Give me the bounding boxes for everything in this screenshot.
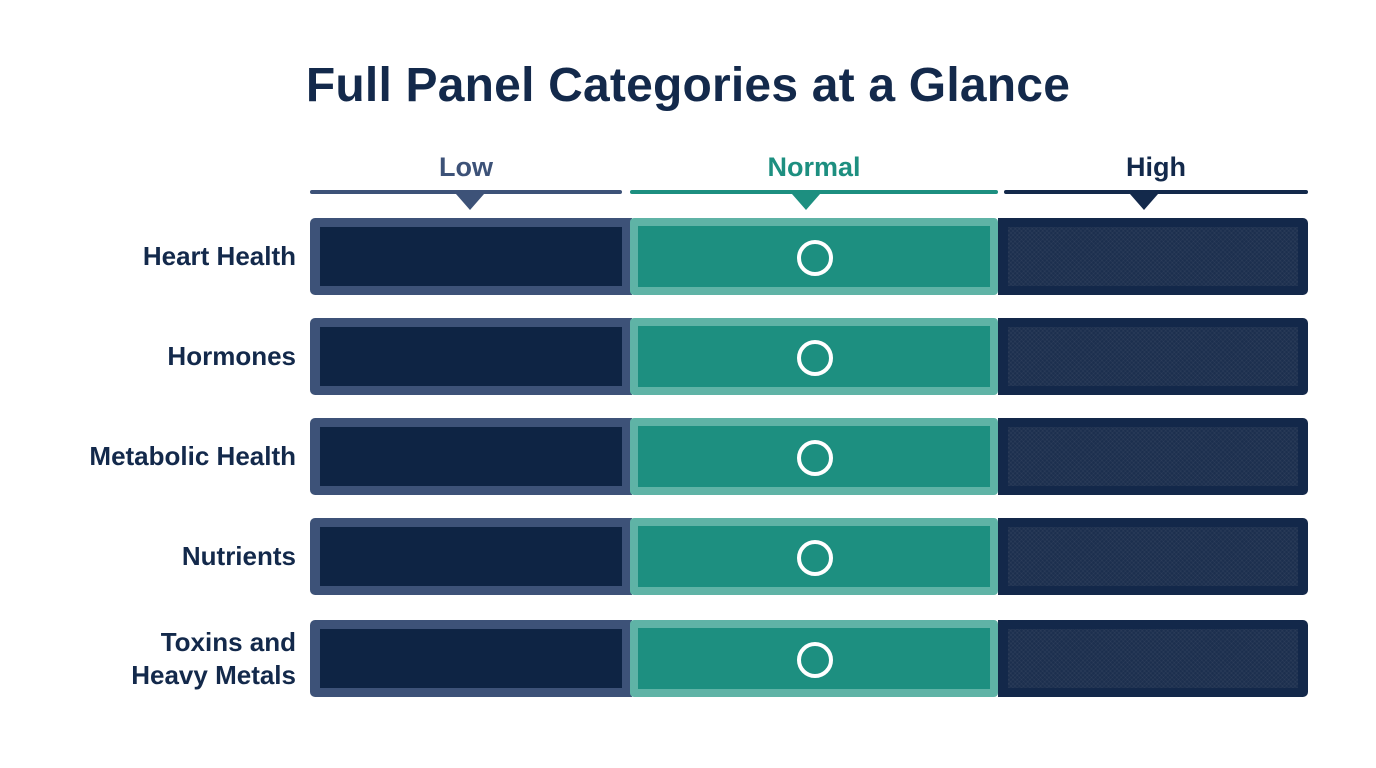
category-label: Metabolic Health — [0, 418, 296, 495]
range-segment-normal — [630, 620, 998, 697]
pointer-down-icon — [1130, 194, 1158, 210]
range-segment-high — [998, 218, 1308, 295]
column-divider-low — [310, 190, 622, 194]
category-label-line: Nutrients — [181, 541, 296, 571]
pointer-down-icon — [792, 194, 820, 210]
category-label: Heart Health — [0, 218, 296, 295]
category-label-line: Metabolic Health — [89, 441, 296, 471]
range-segment-high-fill — [1008, 227, 1298, 286]
column-label-low: Low — [439, 152, 493, 182]
range-segment-high-fill — [1008, 427, 1298, 486]
range-segment-low — [310, 418, 632, 495]
range-segment-high-fill — [1008, 327, 1298, 386]
circle-marker-icon — [797, 439, 833, 476]
range-segment-low-fill — [320, 327, 622, 386]
category-range-bar — [310, 218, 1308, 295]
category-label: Toxins and Heavy Metals — [0, 620, 296, 697]
range-segment-high — [998, 620, 1308, 697]
category-label-line: Hormones — [167, 341, 296, 371]
range-segment-low — [310, 620, 632, 697]
range-segment-normal — [630, 218, 998, 295]
range-segment-normal — [630, 418, 998, 495]
column-label-high: High — [1126, 152, 1186, 182]
range-segment-high — [998, 518, 1308, 595]
circle-marker-icon — [797, 239, 833, 276]
category-range-bar — [310, 318, 1308, 395]
range-segment-low-fill — [320, 629, 622, 688]
range-segment-low — [310, 518, 632, 595]
range-segment-low-fill — [320, 527, 622, 586]
page-title: Full Panel Categories at a Glance — [305, 59, 1071, 112]
range-segment-high-fill — [1008, 527, 1298, 586]
pointer-down-icon — [456, 194, 484, 210]
category-range-bar — [310, 620, 1308, 697]
range-segment-high — [998, 418, 1308, 495]
range-segment-high — [998, 318, 1308, 395]
category-label-line: Heavy Metals — [131, 659, 296, 690]
range-segment-low-fill — [320, 227, 622, 286]
category-label: Hormones — [0, 318, 296, 395]
range-segment-low — [310, 218, 632, 295]
circle-marker-icon — [797, 339, 833, 376]
range-segment-low-fill — [320, 427, 622, 486]
range-segment-normal — [630, 518, 998, 595]
category-range-bar — [310, 418, 1308, 495]
column-divider-high — [1004, 190, 1308, 194]
circle-marker-icon — [797, 539, 833, 576]
range-segment-low — [310, 318, 632, 395]
category-range-bar — [310, 518, 1308, 595]
range-segment-high-fill — [1008, 629, 1298, 688]
column-label-normal: Normal — [767, 152, 861, 182]
column-divider-normal — [630, 190, 998, 194]
range-segment-normal — [630, 318, 998, 395]
category-label-line: Toxins and — [160, 626, 296, 657]
category-label-line: Heart Health — [142, 241, 296, 271]
category-label: Nutrients — [0, 518, 296, 595]
circle-marker-icon — [797, 641, 833, 678]
